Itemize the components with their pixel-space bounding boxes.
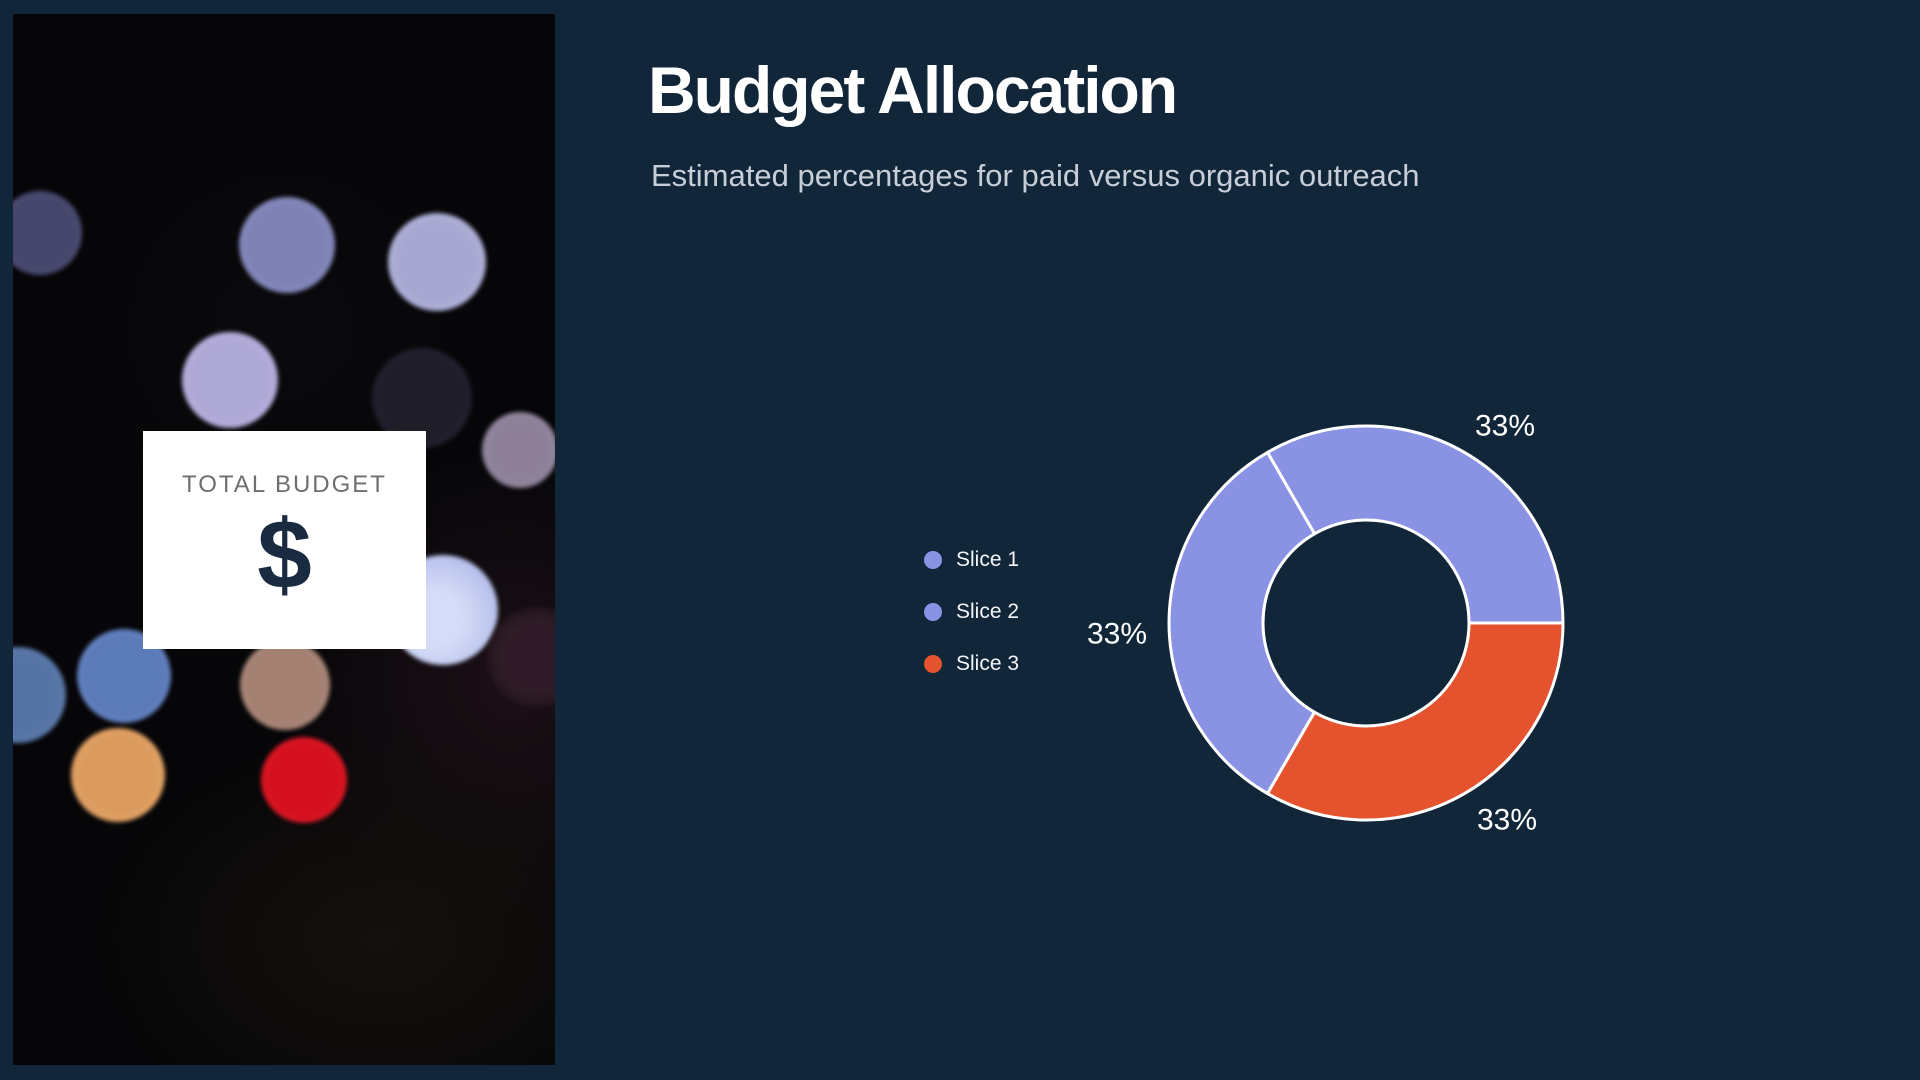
total-budget-card: TOTAL BUDGET $ bbox=[143, 431, 426, 649]
legend-swatch-slice-3 bbox=[924, 655, 942, 673]
slice-percent-label-2: 33% bbox=[1087, 618, 1147, 651]
legend-label-slice-1: Slice 1 bbox=[956, 548, 1020, 571]
slice-percent-label-1: 33% bbox=[1475, 410, 1535, 443]
bokeh-light bbox=[482, 412, 555, 488]
legend-item-slice-2[interactable]: Slice 2 bbox=[924, 586, 1019, 638]
chart-legend: Slice 1 Slice 2 Slice 3 bbox=[924, 534, 1019, 690]
dollar-sign: $ bbox=[257, 499, 312, 609]
bokeh-light bbox=[487, 607, 555, 707]
slide-title: Budget Allocation bbox=[648, 53, 1178, 127]
legend-item-slice-1[interactable]: Slice 1 bbox=[924, 534, 1019, 586]
slice-percent-label-3: 33% bbox=[1477, 804, 1537, 837]
bokeh-light bbox=[71, 728, 165, 822]
bokeh-light bbox=[388, 213, 486, 311]
bokeh-light bbox=[240, 640, 330, 730]
bokeh-light bbox=[261, 737, 347, 823]
bokeh-light bbox=[13, 647, 66, 743]
total-budget-label: TOTAL BUDGET bbox=[182, 471, 387, 498]
bokeh-light bbox=[182, 332, 278, 428]
legend-swatch-slice-2 bbox=[924, 603, 942, 621]
slide-subtitle: Estimated percentages for paid versus or… bbox=[651, 158, 1420, 193]
bokeh-photo: TOTAL BUDGET $ bbox=[13, 14, 555, 1065]
donut-slice-3[interactable] bbox=[1266, 621, 1565, 822]
legend-label-slice-3: Slice 3 bbox=[956, 652, 1020, 675]
legend-item-slice-3[interactable]: Slice 3 bbox=[924, 638, 1019, 690]
donut-chart: 33% 33% 33% bbox=[1087, 410, 1565, 837]
bokeh-light bbox=[239, 197, 335, 293]
donut-slice-1[interactable] bbox=[1266, 424, 1565, 625]
donut-slice-2[interactable] bbox=[1167, 450, 1316, 796]
legend-label-slice-2: Slice 2 bbox=[956, 600, 1020, 623]
bokeh-light bbox=[13, 191, 82, 275]
legend-swatch-slice-1 bbox=[924, 551, 942, 569]
